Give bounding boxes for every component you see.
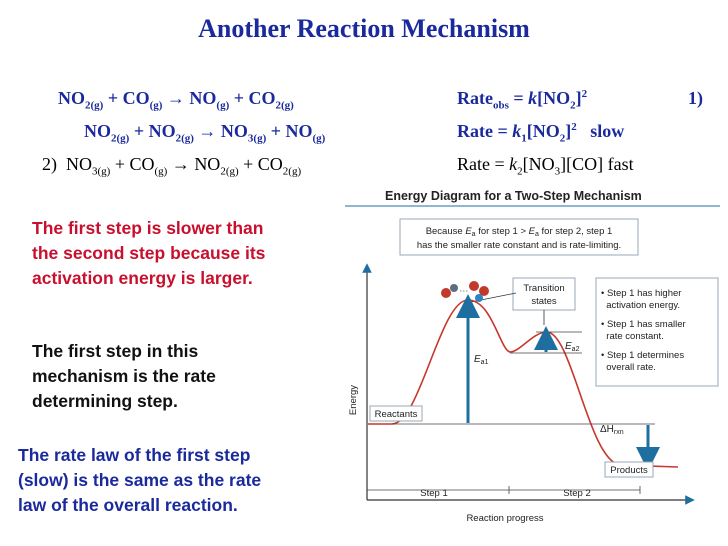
transition-label-line2: states	[531, 296, 557, 307]
reactants-label: Reactants	[375, 409, 418, 420]
bullet-1-line1: • Step 1 has higher	[601, 288, 681, 299]
products-label-box	[604, 461, 654, 478]
transition-label-box	[512, 277, 576, 311]
note-first-step-slower: The first step is slower than the second…	[32, 218, 266, 288]
slide-title: Another Reaction Mechanism	[198, 14, 530, 43]
callout-text-line1: Because Ea for step 1 > Ea for step 2, s…	[426, 226, 613, 238]
step2-reaction: 2) NO3(g) + CO(g) → NO2(g) + CO2(g)	[42, 154, 302, 178]
bullet-2-line1: • Step 1 has smaller	[601, 319, 686, 330]
progress-axis-label: Reaction progress	[466, 513, 543, 524]
bullet-1-line2: activation energy.	[601, 300, 680, 311]
transition-label-line1: Transition	[523, 283, 564, 294]
step1-speed: slow	[590, 121, 625, 141]
note-rate-law: The rate law of the first step (slow) is…	[18, 445, 262, 515]
bullet-3-line2: overall rate.	[601, 362, 656, 373]
diagram-title: Energy Diagram for a Two-Step Mechanism	[385, 189, 642, 203]
bullet-2-line2: rate constant.	[601, 331, 664, 342]
ea2-label: Ea2	[565, 341, 580, 353]
overall-reaction: NO2(g) + CO(g) → NO(g) + CO2(g)	[58, 88, 294, 112]
callout-box	[399, 218, 639, 256]
step2-rate-law: Rate = k2[NO3][CO] fast	[457, 154, 634, 178]
reactants-label-box	[369, 405, 423, 422]
step1-number: 1)	[688, 88, 703, 108]
molecule-icon	[441, 281, 489, 302]
step1-label: Step 1	[420, 488, 447, 499]
step1-rate-law: Rate = k1[NO2]2 slow	[457, 121, 625, 145]
ea1-label: Ea1	[474, 354, 489, 366]
overall-rate-law: Rateobs = k[NO2]2	[457, 88, 588, 112]
step1-reaction: NO2(g) + NO2(g) → NO3(g) + NO(g)	[84, 121, 326, 145]
products-label: Products	[610, 465, 648, 476]
note-rate-determining: The first step in this mechanism is the …	[32, 341, 216, 411]
step2-speed: fast	[607, 154, 634, 174]
reaction-energy-curve	[368, 299, 679, 468]
delta-h-label: ΔHrxn	[600, 424, 624, 436]
energy-axis-label: Energy	[348, 385, 359, 415]
bullets-box	[595, 277, 719, 387]
step2-label: Step 2	[563, 488, 590, 499]
bullet-3-line1: • Step 1 determines	[601, 350, 684, 361]
callout-text-line2: has the smaller rate constant and is rat…	[417, 240, 621, 251]
